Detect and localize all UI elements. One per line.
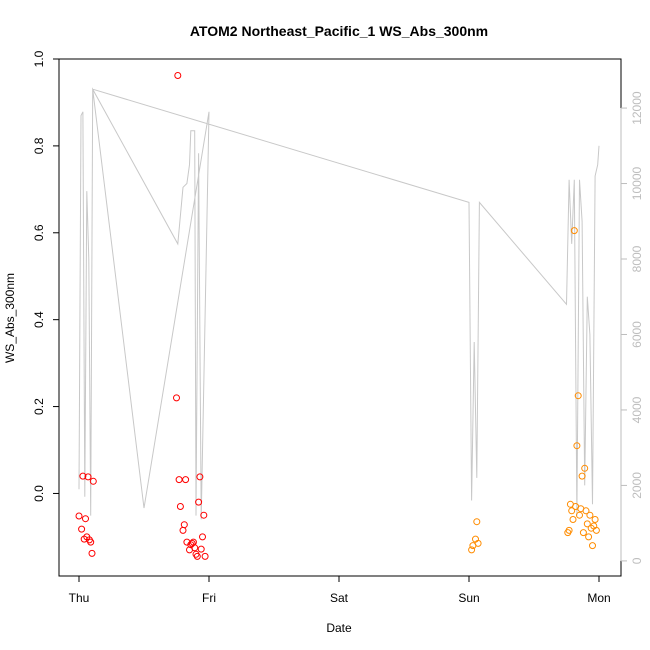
y2-tick-label: 10000 xyxy=(630,166,644,200)
data-point xyxy=(581,464,589,472)
x-tick-label: Fri xyxy=(202,591,216,605)
data-point xyxy=(569,516,577,523)
line-series xyxy=(78,87,600,520)
data-point xyxy=(573,442,581,450)
y2-tick-label: 6000 xyxy=(630,321,644,348)
y-tick-label: 0.8 xyxy=(32,137,46,154)
x-tick-label: Mon xyxy=(587,591,610,605)
data-point xyxy=(583,520,591,528)
y-tick-label: 1.0 xyxy=(32,50,46,67)
data-point xyxy=(89,477,97,485)
y2-tick-label: 8000 xyxy=(630,245,644,272)
data-point xyxy=(199,533,206,541)
data-point xyxy=(586,511,594,519)
data-point xyxy=(200,511,208,519)
y2-axis: 0 2000 4000 6000 8000 10000 12000 xyxy=(620,91,644,564)
data-point xyxy=(87,538,95,546)
x-tick-label: Sun xyxy=(458,591,479,605)
chart-title: ATOM2 Northeast_Pacific_1 WS_Abs_300nm xyxy=(190,23,488,39)
data-point xyxy=(175,476,183,484)
x-axis-label: Date xyxy=(326,621,352,635)
y2-tick-label: 0 xyxy=(630,557,644,564)
x-tick-label: Sat xyxy=(330,591,349,605)
data-point xyxy=(565,526,573,534)
data-point xyxy=(88,549,96,557)
x-tick-label: Thu xyxy=(69,591,90,605)
data-point xyxy=(579,529,587,537)
data-point xyxy=(589,542,596,550)
y2-tick-label: 12000 xyxy=(630,91,644,125)
data-point xyxy=(180,521,188,529)
data-point xyxy=(78,525,86,533)
data-point xyxy=(193,552,201,560)
data-point xyxy=(195,498,203,506)
data-point xyxy=(568,507,576,515)
data-point xyxy=(582,507,590,515)
data-point xyxy=(468,546,476,554)
data-point xyxy=(173,394,180,402)
data-point xyxy=(179,526,187,534)
data-point xyxy=(570,227,578,235)
y-axis-label: WS_Abs_300nm xyxy=(3,273,17,363)
line-series-path xyxy=(78,87,600,520)
data-point xyxy=(592,526,600,534)
data-point xyxy=(574,392,582,400)
data-point xyxy=(182,476,190,484)
data-point xyxy=(84,473,92,481)
y-tick-label: 0.0 xyxy=(32,485,46,502)
data-point xyxy=(578,472,586,480)
data-point xyxy=(201,552,209,560)
data-point xyxy=(82,515,89,523)
data-point xyxy=(591,516,599,523)
data-point xyxy=(176,503,184,510)
x-axis: Thu Fri Sat Sun Mon xyxy=(69,575,611,605)
data-point xyxy=(474,539,482,547)
data-point xyxy=(79,472,87,480)
data-point xyxy=(473,518,481,526)
y2-tick-label: 4000 xyxy=(630,396,644,423)
data-point xyxy=(197,545,205,553)
y-axis: 0.0 0.2 0.4 0.6 0.8 1.0 xyxy=(32,50,60,502)
y-tick-label: 0.6 xyxy=(32,224,46,241)
y-tick-label: 0.2 xyxy=(32,398,46,415)
y-tick-label: 0.4 xyxy=(32,311,46,328)
data-point xyxy=(75,512,83,520)
scatter-points xyxy=(75,72,600,560)
data-point xyxy=(576,511,583,519)
data-point xyxy=(174,72,182,79)
data-point xyxy=(196,473,204,481)
data-point xyxy=(585,533,593,541)
data-point xyxy=(191,544,199,552)
y2-tick-label: 2000 xyxy=(630,472,644,499)
